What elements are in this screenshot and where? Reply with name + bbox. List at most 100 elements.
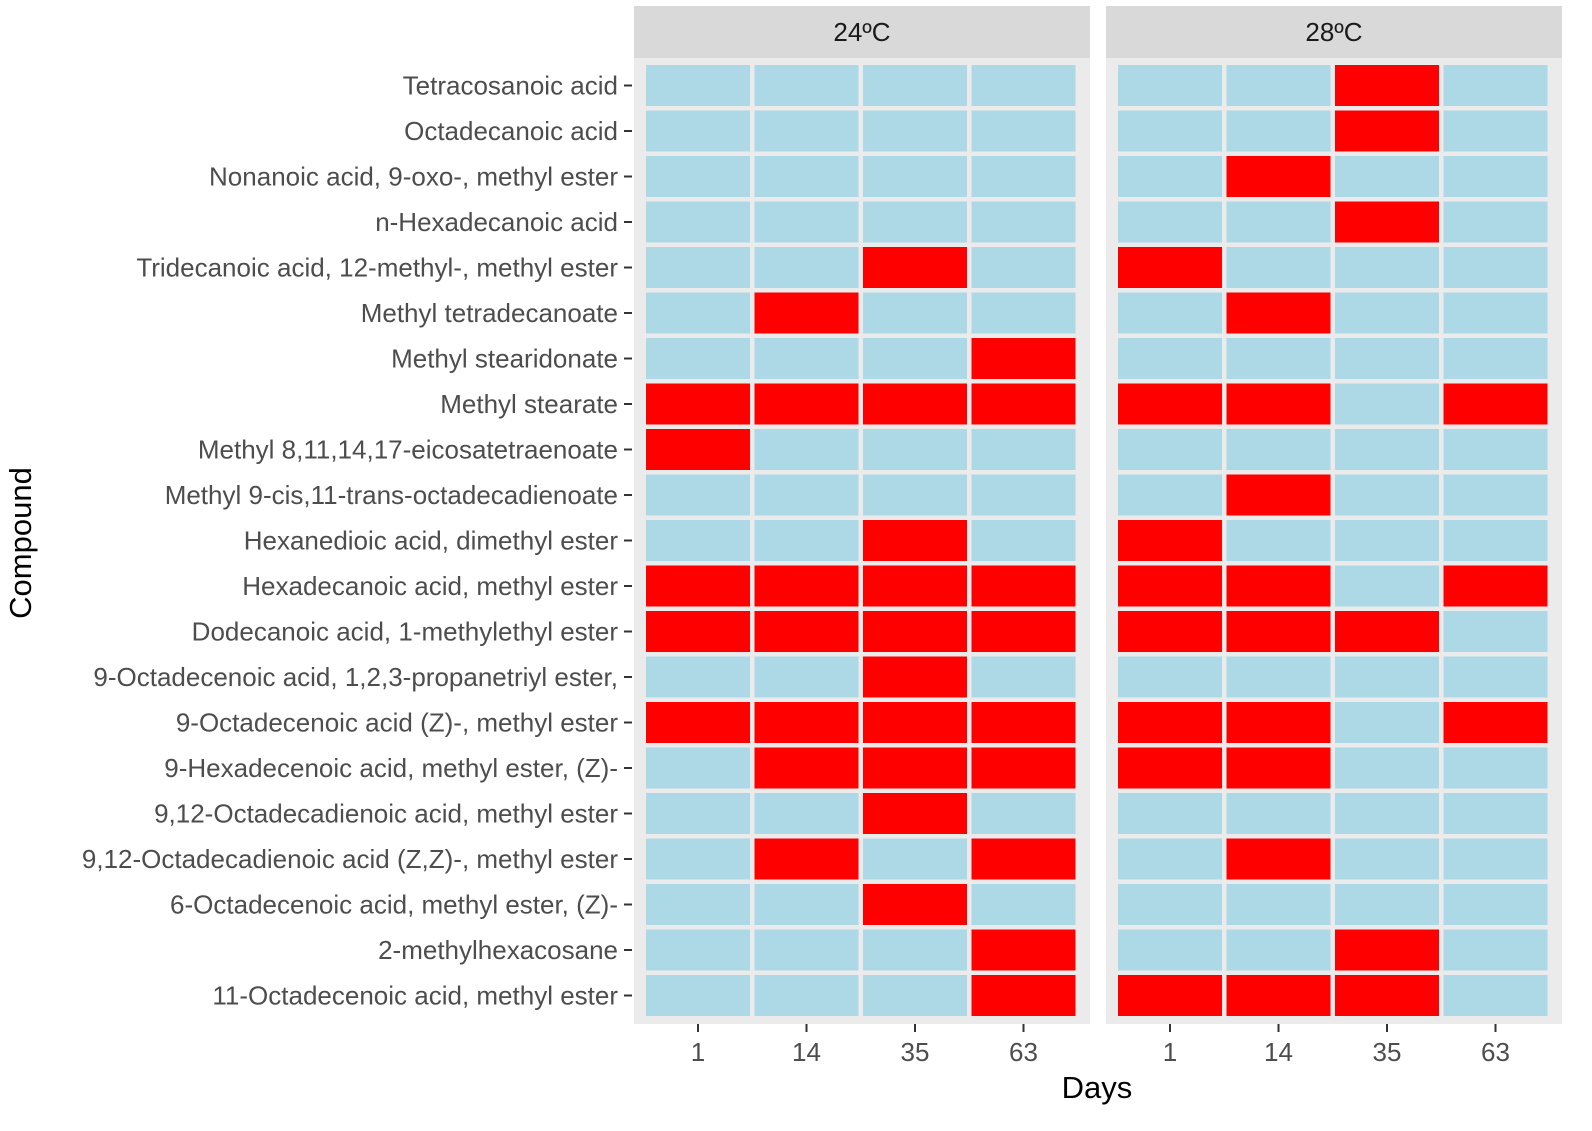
panel-28-c-cell-n-hexadecanoic-acid-day-14 xyxy=(1226,201,1331,243)
panel-28-c-cell-11-octadecenoic-acid-methyl-ester-day-14 xyxy=(1226,975,1331,1016)
panel-24-c-cell-methyl-stearidonate-day-14 xyxy=(754,338,859,379)
panel-28-c-cell-11-octadecenoic-acid-methyl-ester-day-1 xyxy=(1118,975,1222,1016)
panel-24-c-cell-6-octadecenoic-acid-methyl-ester-z-day-1 xyxy=(646,884,750,925)
panel-28-c-cell-methyl-8-11-14-17-eicosatetraenoate-day-14 xyxy=(1226,429,1331,470)
panel-28-c-cell-9-12-octadecadienoic-acid-methyl-ester-day-1 xyxy=(1118,793,1222,834)
panel-28-c-cell-tridecanoic-acid-12-methyl-methyl-ester-day-63 xyxy=(1443,247,1548,288)
panel-24-c-cell-n-hexadecanoic-acid-day-63 xyxy=(971,201,1076,243)
panel-28-c-cell-hexanedioic-acid-dimethyl-ester-day-1 xyxy=(1118,520,1222,561)
y-tick-label-hexadecanoic-acid-methyl-ester: Hexadecanoic acid, methyl ester xyxy=(242,571,618,601)
panel-24-c-x-tick-label-35: 35 xyxy=(901,1037,930,1067)
panel-24-c-cell-nonanoic-acid-9-oxo-methyl-ester-day-35 xyxy=(863,156,967,197)
y-tick-label-2-methylhexacosane: 2-methylhexacosane xyxy=(378,935,618,965)
y-tick-label-9-hexadecenoic-acid-methyl-ester-z: 9-Hexadecenoic acid, methyl ester, (Z)- xyxy=(164,753,618,783)
panel-28-c-cell-nonanoic-acid-9-oxo-methyl-ester-day-63 xyxy=(1443,156,1548,197)
panel-28-c-cell-methyl-9-cis-11-trans-octadecadienoate-day-1 xyxy=(1118,474,1222,516)
panel-28-c-strip-label: 28ºC xyxy=(1305,17,1362,47)
panel-28-c-cell-2-methylhexacosane-day-14 xyxy=(1226,929,1331,971)
panel-24-c-cell-methyl-tetradecanoate-day-63 xyxy=(971,292,1076,334)
panel-28-c-cell-methyl-8-11-14-17-eicosatetraenoate-day-35 xyxy=(1335,429,1439,470)
panel-24-c-cell-methyl-8-11-14-17-eicosatetraenoate-day-14 xyxy=(754,429,859,470)
panel-24-c-cell-hexadecanoic-acid-methyl-ester-day-14 xyxy=(754,565,859,607)
panel-24-c-cell-11-octadecenoic-acid-methyl-ester-day-1 xyxy=(646,975,750,1016)
panel-24-c-cell-hexadecanoic-acid-methyl-ester-day-1 xyxy=(646,565,750,607)
panel-28-c-x-tick-label-35: 35 xyxy=(1373,1037,1402,1067)
panel-24-c-cell-9-12-octadecadienoic-acid-methyl-ester-day-14 xyxy=(754,793,859,834)
panel-28-c-cell-hexanedioic-acid-dimethyl-ester-day-63 xyxy=(1443,520,1548,561)
x-axis: 1 14 35 63 1 14 35 63 xyxy=(691,1024,1510,1067)
y-axis: Tetracosanoic acid Octadecanoic acid Nonan… xyxy=(82,71,632,1011)
panel-28-c-cell-tetracosanoic-acid-day-1 xyxy=(1118,65,1222,106)
panel-28-c-cell-methyl-stearate-day-35 xyxy=(1335,383,1439,425)
panel-24-c-cell-methyl-tetradecanoate-day-35 xyxy=(863,292,967,334)
panel-28-c-cell-6-octadecenoic-acid-methyl-ester-z-day-14 xyxy=(1226,884,1331,925)
panel-24-c-cell-methyl-stearidonate-day-63 xyxy=(971,338,1076,379)
panel-28-c-cell-hexadecanoic-acid-methyl-ester-day-63 xyxy=(1443,565,1548,607)
panel-28-c-cell-9-hexadecenoic-acid-methyl-ester-z-day-14 xyxy=(1226,747,1331,789)
panel-28-c-strip xyxy=(1106,6,1562,58)
panel-24-c-cell-6-octadecenoic-acid-methyl-ester-z-day-63 xyxy=(971,884,1076,925)
panel-24-c-cell-octadecanoic-acid-day-35 xyxy=(863,110,967,152)
panel-24-c-cell-nonanoic-acid-9-oxo-methyl-ester-day-14 xyxy=(754,156,859,197)
panel-24-c-cell-hexanedioic-acid-dimethyl-ester-day-63 xyxy=(971,520,1076,561)
panel-24-c-cell-2-methylhexacosane-day-14 xyxy=(754,929,859,971)
panel-24-c-cell-6-octadecenoic-acid-methyl-ester-z-day-35 xyxy=(863,884,967,925)
panel-28-c-cell-methyl-tetradecanoate-day-14 xyxy=(1226,292,1331,334)
panel-24-c-cell-tridecanoic-acid-12-methyl-methyl-ester-day-1 xyxy=(646,247,750,288)
panel-28-c-cell-9-octadecenoic-acid-z-methyl-ester-day-1 xyxy=(1118,702,1222,743)
panel-24-c-cell-hexanedioic-acid-dimethyl-ester-day-35 xyxy=(863,520,967,561)
y-tick-label-9-12-octadecadienoic-acid-methyl-ester: 9,12-Octadecadienoic acid, methyl ester xyxy=(154,799,618,829)
panel-28-c-cell-tetracosanoic-acid-day-63 xyxy=(1443,65,1548,106)
y-tick-label-methyl-9-cis-11-trans-octadecadienoate: Methyl 9-cis,11-trans-octadecadienoate xyxy=(165,480,618,510)
panel-28-c-cell-9-12-octadecadienoic-acid-methyl-ester-day-63 xyxy=(1443,793,1548,834)
panel-28-c-cell-9-12-octadecadienoic-acid-z-z-methyl-ester-day-35 xyxy=(1335,838,1439,880)
panel-28-c-cell-methyl-8-11-14-17-eicosatetraenoate-day-1 xyxy=(1118,429,1222,470)
y-tick-label-methyl-8-11-14-17-eicosatetraenoate: Methyl 8,11,14,17-eicosatetraenoate xyxy=(198,435,618,465)
panel-28-c-cell-9-octadecenoic-acid-1-2-3-propanetriyl-ester-day-35 xyxy=(1335,656,1439,698)
panel-24-c-cell-hexanedioic-acid-dimethyl-ester-day-1 xyxy=(646,520,750,561)
panel-28-c-cell-hexadecanoic-acid-methyl-ester-day-35 xyxy=(1335,565,1439,607)
panel-24-c-x-tick-label-1: 1 xyxy=(691,1037,705,1067)
panel-24-c-cell-9-hexadecenoic-acid-methyl-ester-z-day-35 xyxy=(863,747,967,789)
y-tick-label-nonanoic-acid-9-oxo-methyl-ester: Nonanoic acid, 9-oxo-, methyl ester xyxy=(209,162,618,192)
panel-24-c-cell-2-methylhexacosane-day-63 xyxy=(971,929,1076,971)
panel-28-c-cell-methyl-8-11-14-17-eicosatetraenoate-day-63 xyxy=(1443,429,1548,470)
panel-24-c-cell-2-methylhexacosane-day-35 xyxy=(863,929,967,971)
panel-28-c-cell-9-hexadecenoic-acid-methyl-ester-z-day-63 xyxy=(1443,747,1548,789)
panel-24-c-cell-methyl-stearate-day-63 xyxy=(971,383,1076,425)
panel-24-c-cell-9-12-octadecadienoic-acid-z-z-methyl-ester-day-14 xyxy=(754,838,859,880)
panel-24-c-cell-hexadecanoic-acid-methyl-ester-day-63 xyxy=(971,565,1076,607)
panel-28-c-cell-9-12-octadecadienoic-acid-methyl-ester-day-35 xyxy=(1335,793,1439,834)
panel-28-c-cell-methyl-9-cis-11-trans-octadecadienoate-day-35 xyxy=(1335,474,1439,516)
panel-24-c-cell-n-hexadecanoic-acid-day-35 xyxy=(863,201,967,243)
panel-28-c-cell-6-octadecenoic-acid-methyl-ester-z-day-1 xyxy=(1118,884,1222,925)
y-tick-label-methyl-stearate: Methyl stearate xyxy=(440,389,618,419)
panel-28-c-cell-6-octadecenoic-acid-methyl-ester-z-day-63 xyxy=(1443,884,1548,925)
panel-28-c-cell-octadecanoic-acid-day-63 xyxy=(1443,110,1548,152)
panel-28-c-cell-methyl-stearidonate-day-35 xyxy=(1335,338,1439,379)
panel-28-c-cell-9-12-octadecadienoic-acid-z-z-methyl-ester-day-1 xyxy=(1118,838,1222,880)
panel-28-c-cell-tridecanoic-acid-12-methyl-methyl-ester-day-35 xyxy=(1335,247,1439,288)
panel-24-c-cell-9-octadecenoic-acid-1-2-3-propanetriyl-ester-day-35 xyxy=(863,656,967,698)
panel-28-c-cell-nonanoic-acid-9-oxo-methyl-ester-day-1 xyxy=(1118,156,1222,197)
y-tick-label-tetracosanoic-acid: Tetracosanoic acid xyxy=(403,71,618,101)
panel-24-c-cell-methyl-9-cis-11-trans-octadecadienoate-day-35 xyxy=(863,474,967,516)
panel-28-c-cell-methyl-9-cis-11-trans-octadecadienoate-day-14 xyxy=(1226,474,1331,516)
panel-28-c-cell-methyl-tetradecanoate-day-63 xyxy=(1443,292,1548,334)
panel-24-c-cell-9-12-octadecadienoic-acid-methyl-ester-day-35 xyxy=(863,793,967,834)
y-tick-label-tridecanoic-acid-12-methyl-methyl-ester: Tridecanoic acid, 12-methyl-, methyl est… xyxy=(136,253,618,283)
panel-28-c-cell-methyl-tetradecanoate-day-1 xyxy=(1118,292,1222,334)
panel-24-c-cell-9-hexadecenoic-acid-methyl-ester-z-day-63 xyxy=(971,747,1076,789)
panel-28-c-cell-methyl-stearidonate-day-63 xyxy=(1443,338,1548,379)
facet-strips: 24ºC 28ºC xyxy=(634,6,1562,58)
panel-24-c-cell-methyl-9-cis-11-trans-octadecadienoate-day-1 xyxy=(646,474,750,516)
panel-28-c-cell-9-octadecenoic-acid-z-methyl-ester-day-63 xyxy=(1443,702,1548,743)
y-tick-label-n-hexadecanoic-acid: n-Hexadecanoic acid xyxy=(375,207,618,237)
panel-28-c-cell-9-octadecenoic-acid-1-2-3-propanetriyl-ester-day-63 xyxy=(1443,656,1548,698)
panel-24-c-cell-methyl-stearate-day-35 xyxy=(863,383,967,425)
panel-24-c-cell-octadecanoic-acid-day-63 xyxy=(971,110,1076,152)
panel-24-c-cell-tetracosanoic-acid-day-63 xyxy=(971,65,1076,106)
panel-28-c-x-tick-label-63: 63 xyxy=(1481,1037,1510,1067)
panel-28-c-cell-hexadecanoic-acid-methyl-ester-day-14 xyxy=(1226,565,1331,607)
